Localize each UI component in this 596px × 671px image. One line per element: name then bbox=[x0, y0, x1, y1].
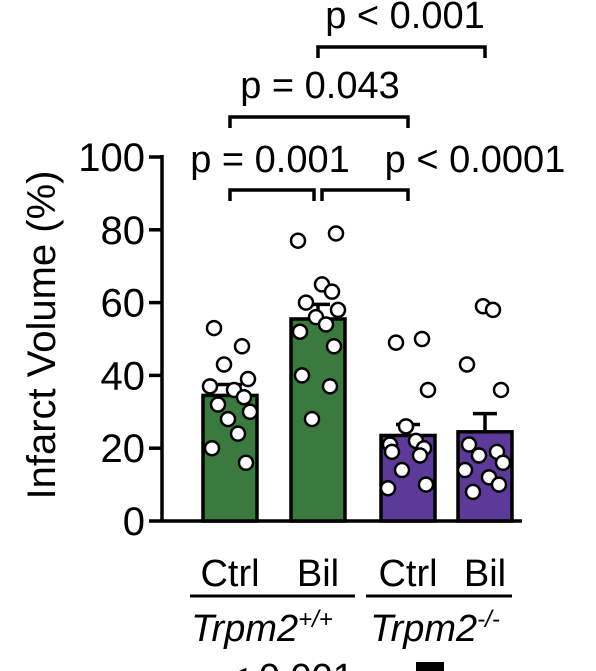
partial-legend-swatch bbox=[416, 662, 444, 671]
significance-brackets: p = 0.001 p < 0.0001 p = 0.043 p < 0.001 bbox=[190, 0, 565, 201]
group-label: Trpm2+/+ bbox=[191, 606, 333, 650]
partial-p-label: < 0.001 bbox=[226, 657, 354, 671]
y-axis-label: Infarct Volume (%) bbox=[20, 170, 64, 499]
data-point bbox=[419, 381, 437, 399]
x-axis-labels: Ctrl Bil Ctrl Bil Trpm2+/+ Trpm2-/- bbox=[190, 553, 512, 650]
significance-bracket bbox=[228, 188, 316, 201]
data-point bbox=[460, 436, 478, 453]
axes: 0 20 40 60 80 100 bbox=[78, 136, 522, 544]
data-point bbox=[219, 410, 237, 428]
x-tick-label: Bil bbox=[464, 553, 506, 595]
data-point bbox=[393, 461, 411, 479]
data-point bbox=[413, 330, 431, 348]
x-tick-label: Ctrl bbox=[200, 553, 259, 595]
data-point bbox=[458, 356, 476, 373]
data-point bbox=[205, 319, 223, 337]
data-point bbox=[303, 410, 321, 428]
data-point bbox=[209, 396, 227, 413]
y-tick-label: 100 bbox=[78, 136, 145, 180]
data-points bbox=[201, 225, 512, 501]
y-tick-label: 20 bbox=[101, 427, 146, 471]
data-point bbox=[239, 370, 257, 388]
data-point bbox=[464, 483, 482, 501]
x-tick-label: Ctrl bbox=[378, 553, 437, 595]
data-point bbox=[327, 225, 345, 242]
data-point bbox=[494, 454, 512, 472]
data-point bbox=[490, 476, 508, 493]
data-point bbox=[237, 454, 255, 472]
data-point bbox=[291, 323, 309, 340]
x-tick-label: Bil bbox=[297, 553, 339, 595]
data-point bbox=[321, 378, 339, 395]
data-point bbox=[235, 388, 253, 406]
data-point bbox=[325, 338, 343, 355]
data-point bbox=[379, 479, 397, 497]
p-value-label: p = 0.043 bbox=[240, 65, 400, 107]
data-point bbox=[203, 439, 221, 457]
data-point bbox=[470, 447, 488, 464]
y-tick-label: 60 bbox=[101, 282, 146, 326]
y-tick-label: 0 bbox=[123, 500, 145, 544]
data-point bbox=[289, 232, 307, 249]
data-point bbox=[492, 381, 510, 399]
y-tick-label: 40 bbox=[101, 354, 146, 398]
data-point bbox=[233, 338, 251, 355]
significance-bracket bbox=[320, 188, 410, 201]
p-value-label: p < 0.0001 bbox=[385, 139, 566, 181]
bottom-partial: < 0.001 bbox=[226, 657, 444, 671]
p-value-label: p = 0.001 bbox=[190, 139, 350, 181]
significance-bracket bbox=[228, 115, 410, 128]
data-point bbox=[215, 356, 233, 373]
data-point bbox=[317, 316, 335, 333]
y-tick-label: 80 bbox=[101, 209, 146, 253]
significance-bracket bbox=[316, 45, 487, 58]
data-point bbox=[329, 301, 347, 319]
group-label: Trpm2-/- bbox=[370, 606, 500, 650]
data-point bbox=[484, 301, 502, 319]
data-point bbox=[293, 367, 311, 384]
data-point bbox=[397, 418, 415, 435]
p-value-label: p < 0.001 bbox=[325, 0, 485, 37]
data-point bbox=[241, 403, 259, 421]
data-point bbox=[201, 378, 219, 395]
data-point bbox=[323, 283, 341, 300]
data-point bbox=[297, 294, 315, 311]
data-point bbox=[387, 334, 405, 351]
data-point bbox=[411, 447, 429, 464]
data-point bbox=[229, 425, 247, 442]
data-point bbox=[456, 461, 474, 479]
data-point bbox=[383, 443, 401, 461]
data-point bbox=[417, 476, 435, 493]
error-bars bbox=[218, 302, 497, 436]
